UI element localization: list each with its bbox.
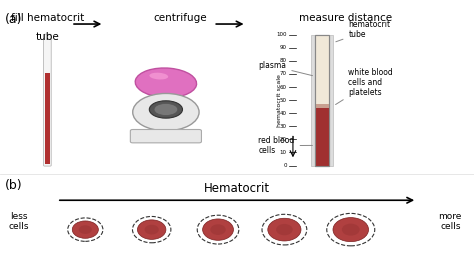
Ellipse shape [197, 215, 239, 244]
Text: less
cells: less cells [9, 212, 29, 231]
Ellipse shape [210, 224, 226, 235]
Ellipse shape [132, 217, 171, 243]
Ellipse shape [68, 218, 103, 241]
Ellipse shape [145, 225, 159, 234]
Ellipse shape [342, 224, 360, 235]
FancyBboxPatch shape [315, 35, 329, 166]
Ellipse shape [268, 218, 301, 241]
Text: 40: 40 [280, 111, 287, 116]
Text: plasma: plasma [258, 61, 312, 76]
FancyBboxPatch shape [315, 35, 329, 166]
Ellipse shape [149, 101, 182, 118]
Text: 50: 50 [280, 98, 287, 103]
Text: 10: 10 [280, 150, 287, 155]
Ellipse shape [262, 214, 307, 245]
Text: fill hematocrit: fill hematocrit [11, 13, 84, 23]
Text: (a): (a) [5, 13, 22, 26]
Ellipse shape [333, 218, 368, 242]
Text: 20: 20 [280, 137, 287, 142]
Ellipse shape [135, 68, 197, 97]
Ellipse shape [276, 224, 292, 235]
Text: 70: 70 [280, 72, 287, 76]
Bar [315, 104, 329, 108]
Ellipse shape [327, 213, 375, 246]
Text: red blood
cells: red blood cells [258, 136, 312, 155]
Bar [315, 108, 329, 166]
Text: 100: 100 [276, 32, 287, 37]
Ellipse shape [72, 221, 99, 238]
Text: 0: 0 [283, 163, 287, 168]
Text: 30: 30 [280, 124, 287, 129]
FancyBboxPatch shape [311, 35, 333, 166]
Text: 80: 80 [280, 58, 287, 63]
Text: measure distance: measure distance [300, 13, 392, 23]
Text: white blood
cells and
platelets: white blood cells and platelets [336, 68, 393, 105]
Bar [45, 73, 50, 164]
Ellipse shape [79, 225, 92, 234]
Ellipse shape [133, 93, 199, 131]
Text: hematocrit
tube: hematocrit tube [336, 20, 391, 42]
Text: more
cells: more cells [438, 212, 462, 231]
Ellipse shape [149, 73, 168, 80]
Text: 90: 90 [280, 45, 287, 50]
Text: tube: tube [36, 32, 59, 42]
Ellipse shape [203, 219, 234, 240]
Text: hematocrit scale: hematocrit scale [277, 74, 282, 127]
Ellipse shape [154, 103, 178, 115]
FancyBboxPatch shape [130, 129, 201, 143]
Text: 60: 60 [280, 85, 287, 89]
Ellipse shape [137, 220, 166, 239]
Text: (b): (b) [5, 179, 22, 192]
FancyBboxPatch shape [44, 34, 51, 166]
Text: centrifuge: centrifuge [153, 13, 207, 23]
Text: Hematocrit: Hematocrit [204, 182, 270, 195]
